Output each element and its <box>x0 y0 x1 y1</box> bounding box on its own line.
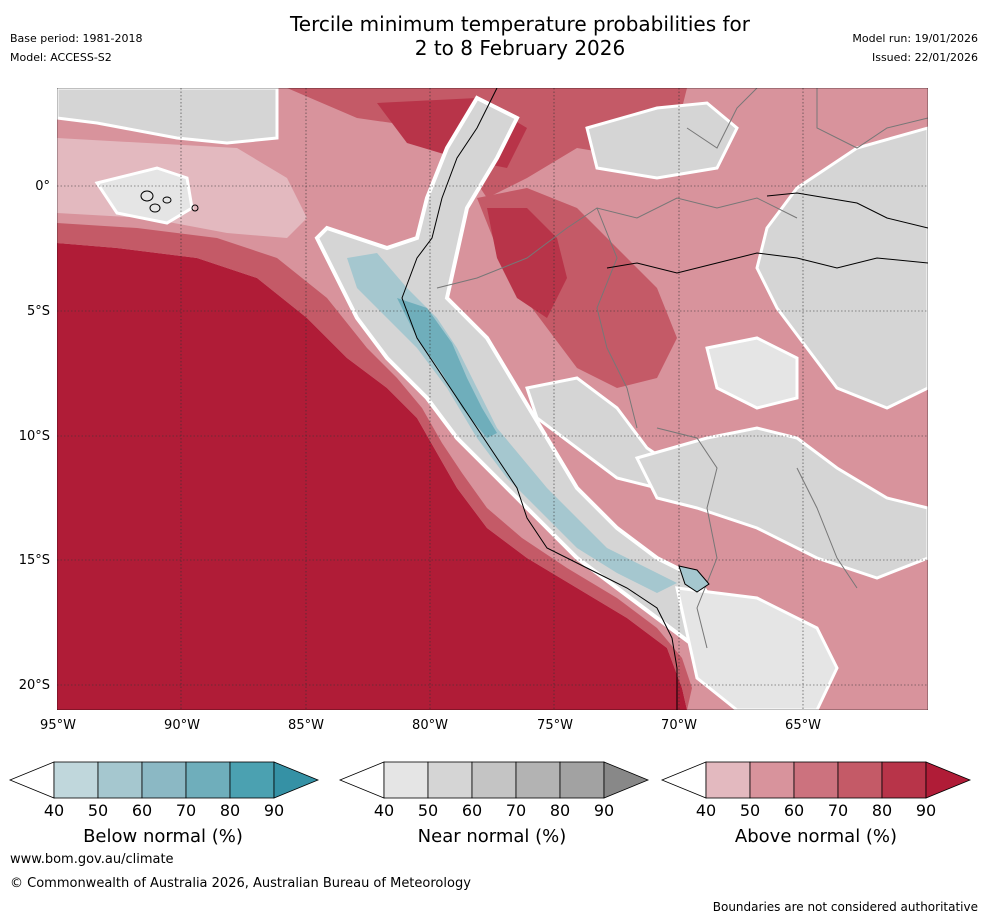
below-tick: 50 <box>87 801 109 820</box>
near-tick: 60 <box>461 801 483 820</box>
below-tick: 90 <box>263 801 285 820</box>
near-seg <box>383 761 429 799</box>
colorbars <box>8 761 972 799</box>
near-seg <box>603 761 650 799</box>
lon-label: 75°W <box>537 718 573 733</box>
below-seg <box>273 761 320 799</box>
below-seg <box>53 761 99 799</box>
coastline <box>401 88 678 710</box>
lon-label: 90°W <box>164 718 200 733</box>
graticule <box>57 88 928 710</box>
lat-label: 15°S <box>18 553 50 568</box>
above-tick: 60 <box>783 801 805 820</box>
below-seg <box>185 761 231 799</box>
probability-map <box>57 88 928 710</box>
title-line-1: Tercile minimum temperature probabilitie… <box>289 12 751 36</box>
below-normal-80-zone <box>397 298 497 438</box>
near-seg <box>515 761 561 799</box>
above-seg <box>705 761 751 799</box>
below-tick: 70 <box>175 801 197 820</box>
above-seg <box>793 761 839 799</box>
base-period: Base period: 1981-2018 <box>10 32 143 45</box>
lake-titicaca <box>678 565 710 593</box>
ocean-above-90-zone <box>57 243 687 710</box>
website-link[interactable]: www.bom.gov.au/climate <box>10 852 174 867</box>
near-tick: 40 <box>373 801 395 820</box>
below-seg <box>229 761 275 799</box>
below-normal-colorbar <box>8 761 320 799</box>
north-river <box>766 192 928 229</box>
lat-label: 10°S <box>18 429 50 444</box>
lon-label: 65°W <box>785 718 821 733</box>
lon-label: 70°W <box>661 718 697 733</box>
near-seg <box>427 761 473 799</box>
below-tick: 80 <box>219 801 241 820</box>
above-seg <box>749 761 795 799</box>
above-seg <box>925 761 972 799</box>
above-tick: 70 <box>827 801 849 820</box>
near-normal-label: Near normal (%) <box>417 826 567 847</box>
lat-label: 0° <box>35 179 50 194</box>
galapagos-islands <box>140 190 199 213</box>
lat-label: 20°S <box>18 678 50 693</box>
near-seg <box>559 761 605 799</box>
near-tick: 90 <box>593 801 615 820</box>
model-run: Model run: 19/01/2026 <box>852 32 978 45</box>
map-title: Tercile minimum temperature probabilitie… <box>0 12 988 60</box>
above-seg <box>881 761 927 799</box>
northeast-near-normal-zone <box>585 101 739 180</box>
bolivia-near-normal-zone <box>634 426 928 580</box>
copyright-text: © Commonwealth of Australia 2026, Austra… <box>10 876 471 891</box>
above-tick: 80 <box>871 801 893 820</box>
below-seg <box>97 761 143 799</box>
near-tick: 50 <box>417 801 439 820</box>
brazil-near-normal-zone <box>755 126 928 410</box>
lon-label: 95°W <box>40 718 76 733</box>
boundaries-disclaimer: Boundaries are not considered authoritat… <box>712 900 978 914</box>
below-seg <box>141 761 187 799</box>
above-tick: 50 <box>739 801 761 820</box>
below-tick: 60 <box>131 801 153 820</box>
amazon-above-90-zone <box>487 208 567 318</box>
model-name: Model: ACCESS-S2 <box>10 51 112 64</box>
amazon-river <box>606 252 928 274</box>
south-near-normal-zone <box>675 586 839 710</box>
above-tick: 90 <box>915 801 937 820</box>
above-seg <box>837 761 883 799</box>
below-normal-label: Below normal (%) <box>83 826 243 847</box>
lon-label: 85°W <box>288 718 324 733</box>
near-normal-colorbar <box>338 761 650 799</box>
ocean-near-normal-zone <box>57 88 279 145</box>
lon-label: 80°W <box>412 718 448 733</box>
lat-label: 5°S <box>26 304 50 319</box>
near-tick: 70 <box>505 801 527 820</box>
inland-near-normal-zone <box>705 336 799 410</box>
issued-date: Issued: 22/01/2026 <box>871 51 978 64</box>
above-normal-label: Above normal (%) <box>734 826 898 847</box>
below-tick: 40 <box>43 801 65 820</box>
above-tick: 40 <box>695 801 717 820</box>
above-normal-colorbar <box>660 761 972 799</box>
country-borders <box>436 88 928 649</box>
near-seg <box>471 761 517 799</box>
near-tick: 80 <box>549 801 571 820</box>
title-line-2: 2 to 8 February 2026 <box>414 36 626 60</box>
